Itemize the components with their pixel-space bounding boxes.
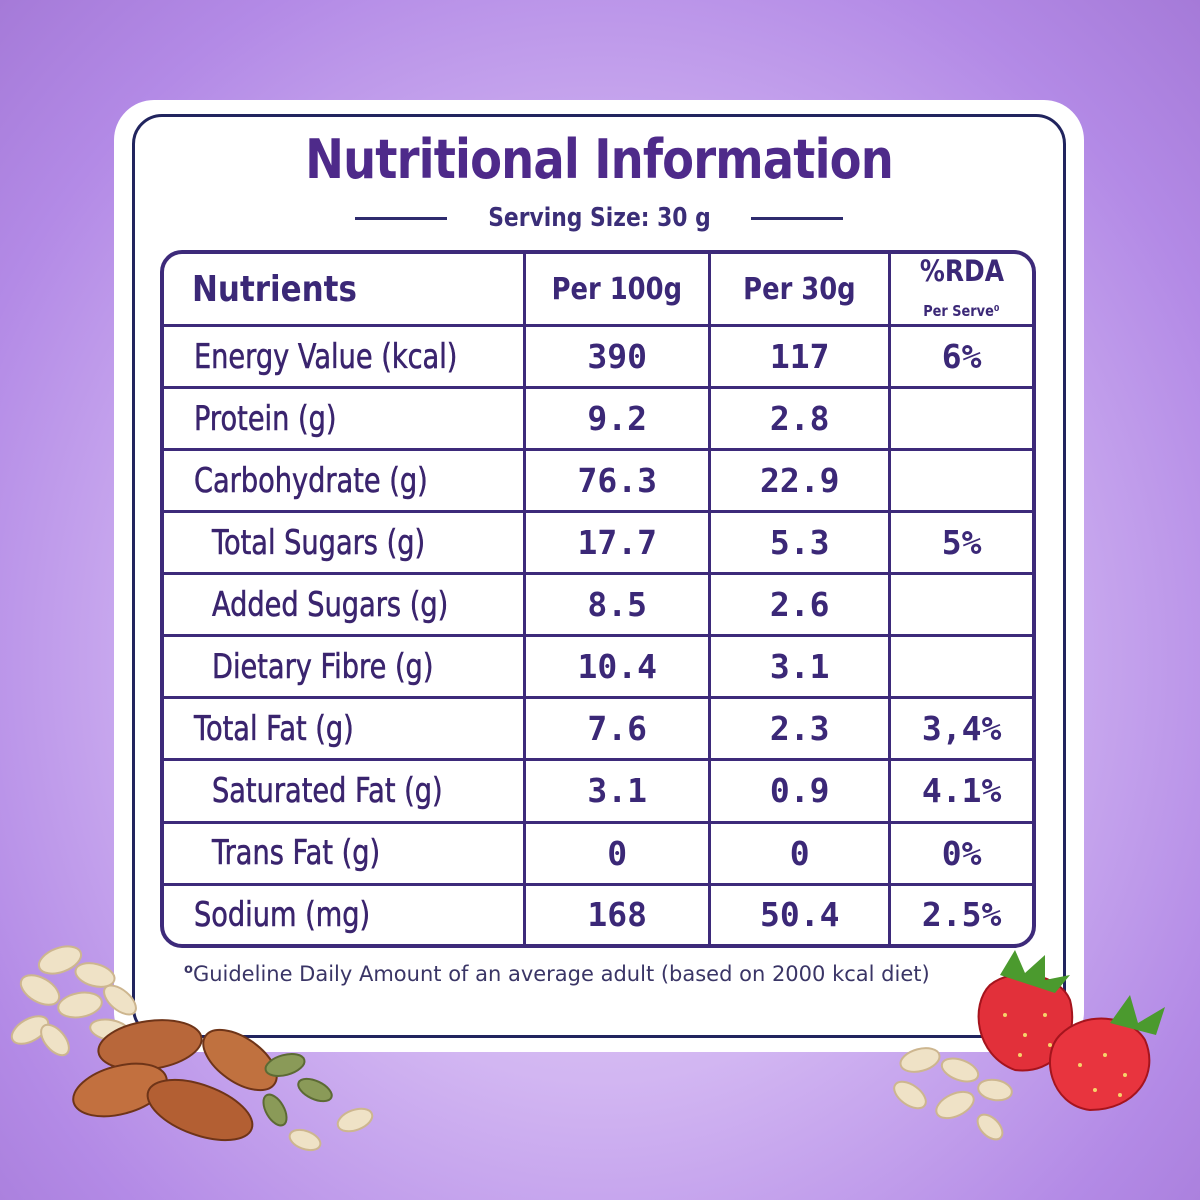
value-rda: 3,4% bbox=[888, 696, 1032, 762]
value-per-30g: 5.3 bbox=[708, 510, 892, 576]
table-row: Energy Value (kcal) 390 117 6% bbox=[164, 323, 1032, 390]
table-header-row: Nutrients Per 100g Per 30g %RDA Per Serv… bbox=[164, 254, 1032, 327]
table-row: Carbohydrate (g) 76.3 22.9 bbox=[164, 448, 1032, 514]
oats-image bbox=[10, 945, 137, 1057]
value-per-30g: 2.8 bbox=[708, 386, 892, 452]
value-per-100g: 168 bbox=[523, 882, 712, 944]
header-per-30g: Per 30g bbox=[708, 254, 892, 327]
value-per-100g: 9.2 bbox=[523, 386, 712, 452]
value-per-30g: 2.6 bbox=[708, 572, 892, 638]
nutrient-name: Trans Fat (g) bbox=[164, 820, 527, 886]
card-frame bbox=[132, 114, 1066, 1038]
table-row: Saturated Fat (g) 3.1 0.9 4.1% bbox=[164, 758, 1032, 824]
nutrient-name: Added Sugars (g) bbox=[164, 572, 527, 638]
value-per-30g: 117 bbox=[708, 323, 892, 390]
value-per-100g: 3.1 bbox=[523, 758, 712, 824]
footnote-mark: o bbox=[184, 962, 193, 977]
table-row: Protein (g) 9.2 2.8 bbox=[164, 386, 1032, 452]
value-per-100g: 76.3 bbox=[523, 448, 712, 514]
footnote: oGuideline Daily Amount of an average ad… bbox=[184, 962, 930, 986]
value-rda bbox=[888, 386, 1032, 452]
header-rda: %RDA Per Serve⁰ bbox=[888, 254, 1032, 327]
table-row: Trans Fat (g) 0 0 0% bbox=[164, 820, 1032, 886]
value-rda: 0% bbox=[888, 820, 1032, 886]
table-row: Added Sugars (g) 8.5 2.6 bbox=[164, 572, 1032, 638]
value-per-100g: 390 bbox=[523, 323, 712, 390]
value-rda: 4.1% bbox=[888, 758, 1032, 824]
value-per-100g: 8.5 bbox=[523, 572, 712, 638]
serving-size: Serving Size: 30 g bbox=[487, 203, 711, 233]
serving-size-line: Serving Size: 30 g bbox=[114, 198, 1084, 238]
value-rda bbox=[888, 634, 1032, 700]
nutrient-name: Total Fat (g) bbox=[164, 696, 527, 762]
value-per-100g: 7.6 bbox=[523, 696, 712, 762]
value-per-30g: 22.9 bbox=[708, 448, 892, 514]
nutrition-card: Nutritional Information Serving Size: 30… bbox=[114, 100, 1084, 1052]
value-per-30g: 0.9 bbox=[708, 758, 892, 824]
value-rda: 2.5% bbox=[888, 882, 1032, 944]
value-per-30g: 50.4 bbox=[708, 882, 892, 944]
pumpkin-seeds-image bbox=[262, 1053, 374, 1152]
page-title: Nutritional Information bbox=[305, 128, 894, 191]
value-per-100g: 17.7 bbox=[523, 510, 712, 576]
header-rda-sub: Per Serve⁰ bbox=[923, 302, 1000, 320]
nutrient-name: Energy Value (kcal) bbox=[164, 323, 527, 390]
value-per-30g: 2.3 bbox=[708, 696, 892, 762]
divider-left bbox=[354, 216, 447, 220]
nutrient-name: Saturated Fat (g) bbox=[164, 758, 527, 824]
nutrition-table: Nutrients Per 100g Per 30g %RDA Per Serv… bbox=[160, 250, 1036, 948]
nutrient-name: Sodium (mg) bbox=[164, 882, 527, 944]
table-row: Total Fat (g) 7.6 2.3 3,4% bbox=[164, 696, 1032, 762]
value-per-100g: 0 bbox=[523, 820, 712, 886]
value-per-30g: 3.1 bbox=[708, 634, 892, 700]
value-per-100g: 10.4 bbox=[523, 634, 712, 700]
value-rda bbox=[888, 448, 1032, 514]
value-rda: 5% bbox=[888, 510, 1032, 576]
nutrient-name: Carbohydrate (g) bbox=[164, 448, 527, 514]
header-rda-label: %RDA bbox=[919, 254, 1004, 288]
footnote-text: Guideline Daily Amount of an average adu… bbox=[192, 962, 930, 986]
strawberries-image bbox=[977, 950, 1165, 1112]
value-per-30g: 0 bbox=[708, 820, 892, 886]
table-row: Sodium (mg) 168 50.4 2.5% bbox=[164, 882, 1032, 944]
divider-right bbox=[751, 216, 844, 220]
nutrient-name: Protein (g) bbox=[164, 386, 527, 452]
table-row: Dietary Fibre (g) 10.4 3.1 bbox=[164, 634, 1032, 700]
nutrient-name: Total Sugars (g) bbox=[164, 510, 527, 576]
header-per-100g: Per 100g bbox=[523, 254, 712, 327]
almonds-image bbox=[72, 1019, 278, 1142]
oats-image bbox=[893, 1047, 1013, 1141]
header-nutrients: Nutrients bbox=[164, 254, 527, 327]
nutrient-name: Dietary Fibre (g) bbox=[164, 634, 527, 700]
value-rda bbox=[888, 572, 1032, 638]
value-rda: 6% bbox=[888, 323, 1032, 390]
table-row: Total Sugars (g) 17.7 5.3 5% bbox=[164, 510, 1032, 576]
